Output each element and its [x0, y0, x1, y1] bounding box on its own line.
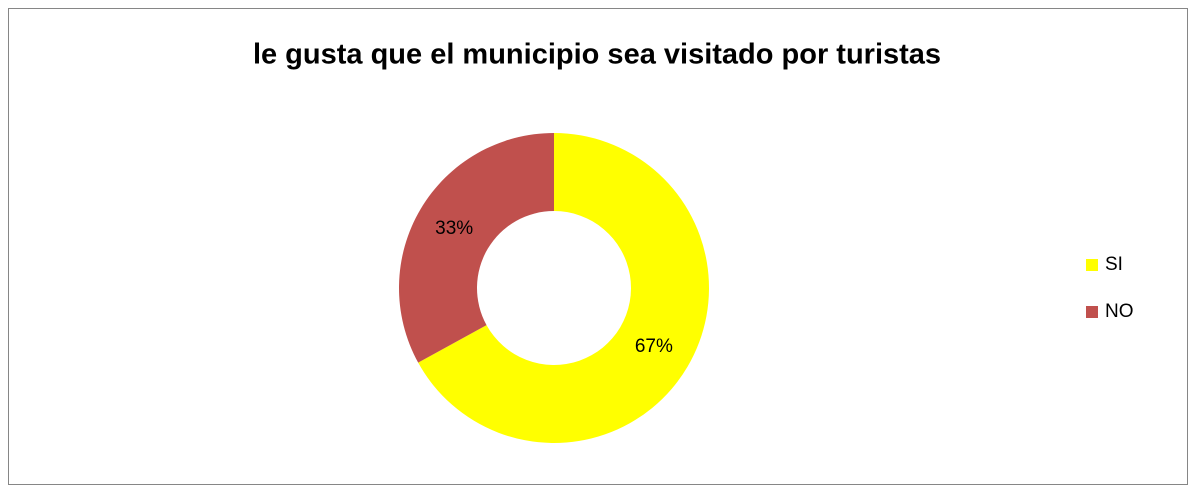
legend-swatch [1086, 259, 1098, 271]
donut-slice [399, 133, 554, 363]
legend-label: SI [1105, 254, 1123, 275]
data-label: 67% [635, 336, 673, 357]
legend-swatch [1086, 306, 1098, 318]
chart-title: le gusta que el municipio sea visitado p… [253, 39, 941, 71]
donut-slice [418, 133, 710, 444]
data-label: 33% [435, 218, 473, 239]
legend-label: NO [1105, 301, 1134, 322]
